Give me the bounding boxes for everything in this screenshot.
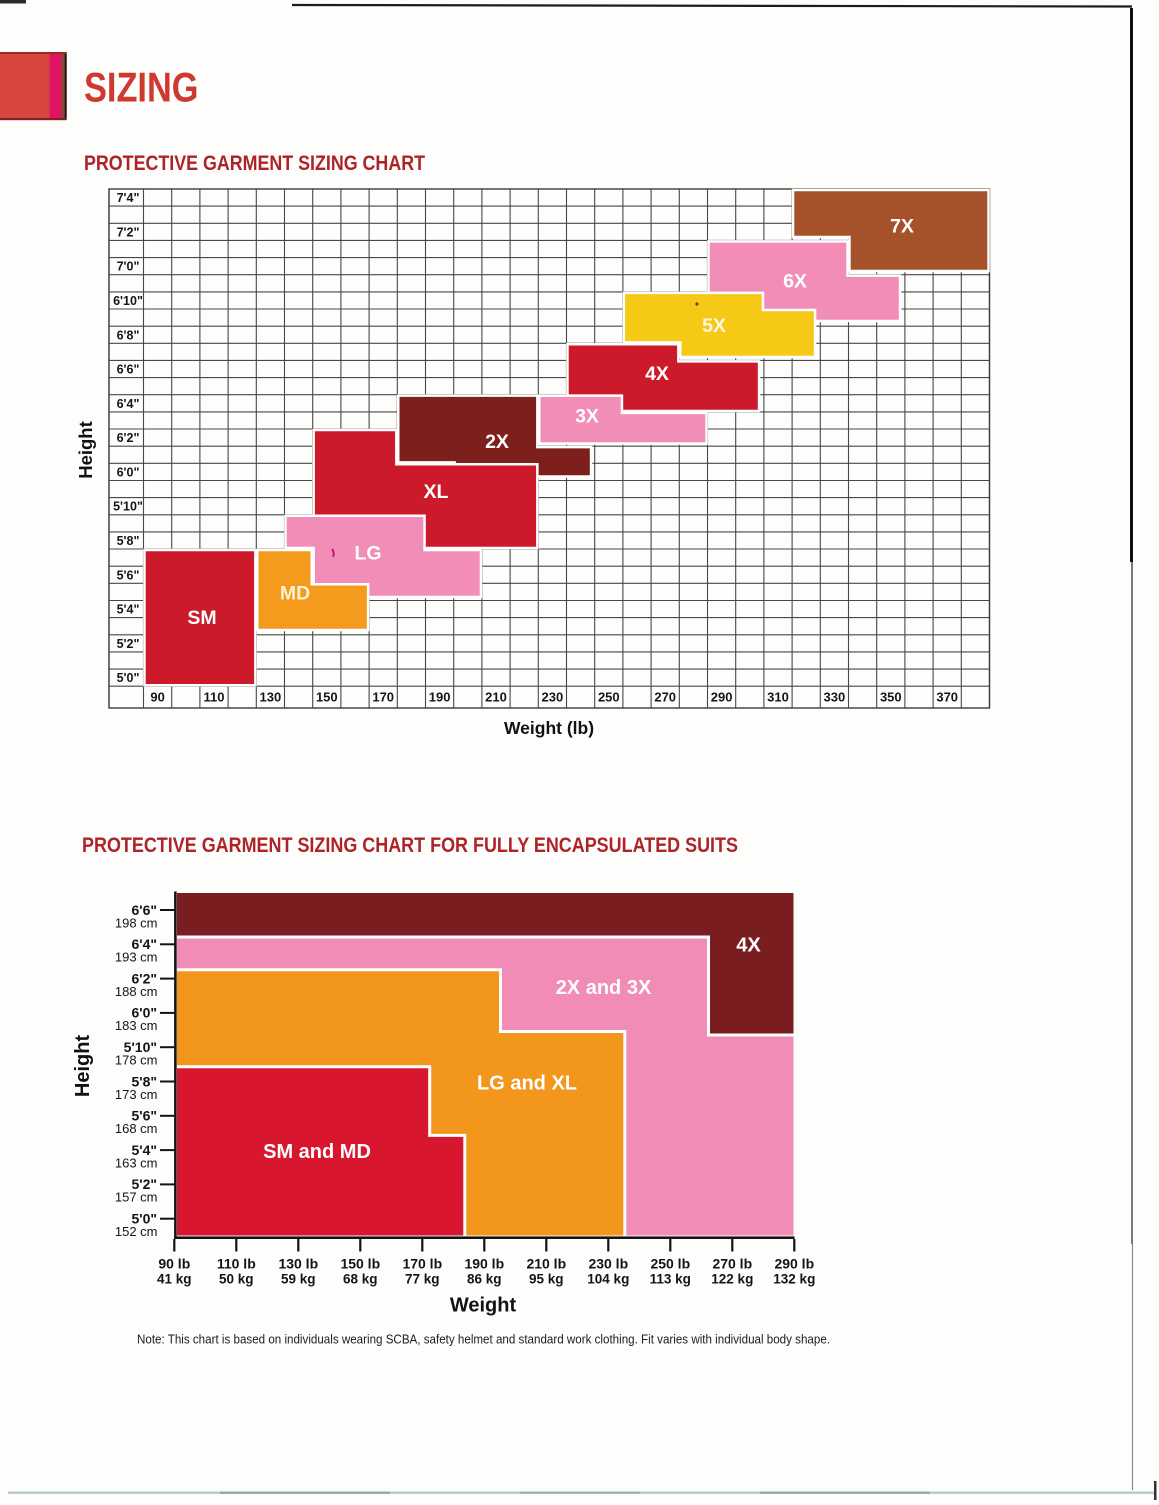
svg-text:193 cm: 193 cm (115, 950, 158, 965)
svg-text:MD: MD (280, 582, 310, 604)
svg-text:210 lb: 210 lb (526, 1256, 566, 1272)
svg-text:190: 190 (429, 690, 451, 705)
svg-text:130: 130 (260, 690, 282, 705)
svg-text:170: 170 (372, 690, 394, 705)
svg-text:122 kg: 122 kg (711, 1272, 753, 1287)
svg-text:50 kg: 50 kg (219, 1272, 254, 1287)
svg-text:168 cm: 168 cm (115, 1121, 158, 1136)
svg-text:110 lb: 110 lb (217, 1256, 256, 1272)
svg-text:Weight (lb): Weight (lb) (504, 718, 594, 738)
svg-text:104 kg: 104 kg (587, 1272, 629, 1287)
svg-text:XL: XL (424, 481, 449, 503)
svg-text:7X: 7X (890, 215, 914, 237)
svg-text:4X: 4X (645, 363, 669, 385)
svg-text:5'0": 5'0" (131, 1211, 157, 1227)
svg-text:370: 370 (936, 690, 958, 705)
svg-text:5'10": 5'10" (124, 1039, 157, 1055)
svg-text:SM: SM (187, 607, 216, 629)
svg-text:5'8": 5'8" (117, 534, 140, 548)
svg-text:310: 310 (767, 690, 789, 705)
svg-text:4X: 4X (736, 935, 761, 957)
svg-text:132 kg: 132 kg (773, 1272, 815, 1287)
svg-text:130 lb: 130 lb (278, 1256, 318, 1272)
svg-text:PROTECTIVE GARMENT SIZING CHAR: PROTECTIVE GARMENT SIZING CHART FOR FULL… (82, 833, 738, 857)
svg-text:6'0": 6'0" (117, 465, 140, 479)
svg-text:6'4": 6'4" (117, 397, 140, 411)
svg-text:250 lb: 250 lb (650, 1256, 690, 1272)
svg-text:330: 330 (824, 690, 846, 705)
svg-text:5'6": 5'6" (131, 1108, 157, 1124)
svg-text:198 cm: 198 cm (115, 915, 158, 930)
svg-text:2X and 3X: 2X and 3X (556, 977, 652, 999)
svg-text:150 lb: 150 lb (340, 1256, 380, 1272)
svg-text:6'6": 6'6" (131, 902, 157, 918)
svg-text:68 kg: 68 kg (343, 1272, 378, 1287)
svg-text:7'2": 7'2" (117, 225, 140, 239)
svg-text:86 kg: 86 kg (467, 1272, 502, 1287)
svg-text:6'0": 6'0" (131, 1005, 157, 1021)
svg-text:5'4": 5'4" (131, 1142, 157, 1158)
svg-text:6X: 6X (783, 270, 807, 292)
svg-text:6'10": 6'10" (113, 294, 143, 308)
svg-text:5'6": 5'6" (117, 568, 140, 582)
svg-text:7'4": 7'4" (117, 191, 140, 205)
svg-text:LG: LG (354, 542, 381, 564)
svg-text:7'0": 7'0" (117, 260, 140, 274)
svg-text:6'2": 6'2" (117, 431, 140, 445)
svg-text:350: 350 (880, 690, 902, 705)
svg-text:163 cm: 163 cm (115, 1155, 158, 1170)
svg-text:170 lb: 170 lb (402, 1256, 442, 1272)
svg-text:59 kg: 59 kg (281, 1272, 316, 1287)
svg-text:157 cm: 157 cm (115, 1190, 158, 1205)
svg-text:95 kg: 95 kg (529, 1272, 564, 1287)
svg-text:110: 110 (204, 690, 225, 705)
svg-text:6'8": 6'8" (117, 328, 140, 342)
svg-text:290: 290 (711, 690, 733, 705)
svg-text:188 cm: 188 cm (115, 984, 158, 999)
svg-text:Height: Height (75, 421, 96, 479)
svg-text:210: 210 (485, 690, 507, 705)
svg-text:2X: 2X (485, 431, 509, 453)
svg-text:250: 250 (598, 690, 620, 705)
svg-text:Weight: Weight (450, 1295, 517, 1317)
svg-text:Note: This chart is based on i: Note: This chart is based on individuals… (137, 1333, 830, 1347)
svg-text:183 cm: 183 cm (115, 1018, 158, 1033)
svg-text:5'4": 5'4" (117, 603, 140, 617)
svg-text:6'2": 6'2" (131, 970, 157, 986)
svg-text:5X: 5X (702, 315, 726, 337)
svg-text:6'6": 6'6" (117, 363, 140, 377)
svg-text:270: 270 (654, 690, 676, 705)
svg-text:PROTECTIVE GARMENT SIZING CHAR: PROTECTIVE GARMENT SIZING CHART (84, 151, 425, 175)
svg-text:113 kg: 113 kg (650, 1272, 691, 1287)
svg-text:90: 90 (150, 690, 164, 705)
svg-text:190 lb: 190 lb (464, 1256, 504, 1272)
svg-text:6'4": 6'4" (131, 936, 157, 952)
svg-text:230: 230 (542, 690, 564, 705)
svg-text:5'8": 5'8" (131, 1073, 157, 1089)
svg-text:5'2": 5'2" (117, 637, 140, 651)
svg-text:Height: Height (72, 1035, 94, 1098)
svg-text:5'10": 5'10" (113, 500, 143, 514)
svg-text:290 lb: 290 lb (774, 1256, 814, 1272)
svg-text:77 kg: 77 kg (405, 1272, 440, 1287)
svg-text:270 lb: 270 lb (712, 1256, 752, 1272)
svg-text:LG and XL: LG and XL (477, 1073, 577, 1095)
svg-text:SIZING: SIZING (84, 64, 199, 111)
svg-text:90 lb: 90 lb (158, 1256, 190, 1272)
svg-text:178 cm: 178 cm (115, 1053, 158, 1068)
svg-text:SM and MD: SM and MD (263, 1141, 371, 1163)
svg-text:41 kg: 41 kg (157, 1272, 192, 1287)
svg-text:5'0": 5'0" (117, 671, 140, 685)
svg-text:230 lb: 230 lb (588, 1256, 628, 1272)
svg-text:152 cm: 152 cm (115, 1224, 158, 1239)
svg-text:150: 150 (316, 690, 338, 705)
svg-text:173 cm: 173 cm (115, 1087, 158, 1102)
svg-text:3X: 3X (575, 405, 599, 427)
svg-text:5'2": 5'2" (131, 1176, 157, 1192)
